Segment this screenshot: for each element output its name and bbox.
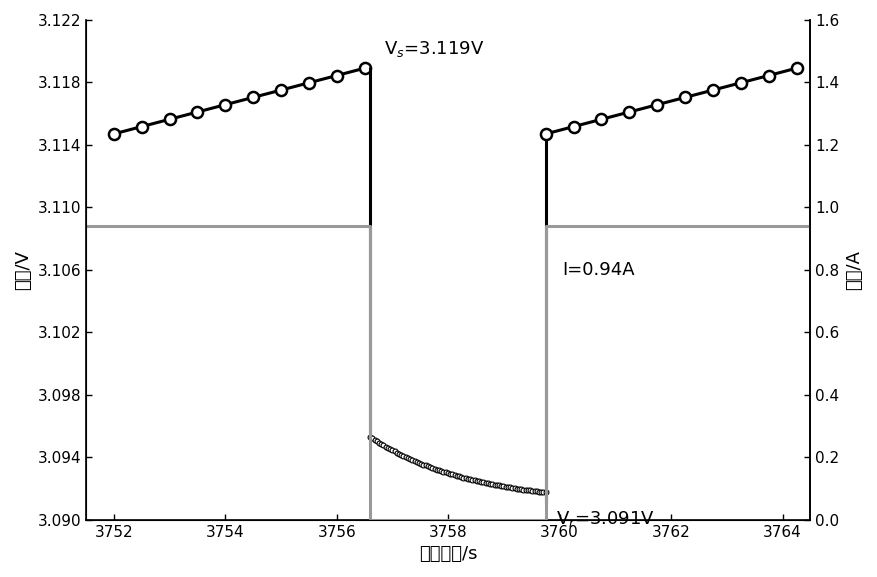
Y-axis label: 电流/A: 电流/A xyxy=(845,250,863,290)
X-axis label: 充电时间/s: 充电时间/s xyxy=(419,545,477,563)
Text: V$_r$=3.091V: V$_r$=3.091V xyxy=(556,509,655,529)
Text: V$_s$=3.119V: V$_s$=3.119V xyxy=(384,39,484,59)
Y-axis label: 电压/V: 电压/V xyxy=(14,250,32,290)
Text: I=0.94A: I=0.94A xyxy=(562,261,635,279)
